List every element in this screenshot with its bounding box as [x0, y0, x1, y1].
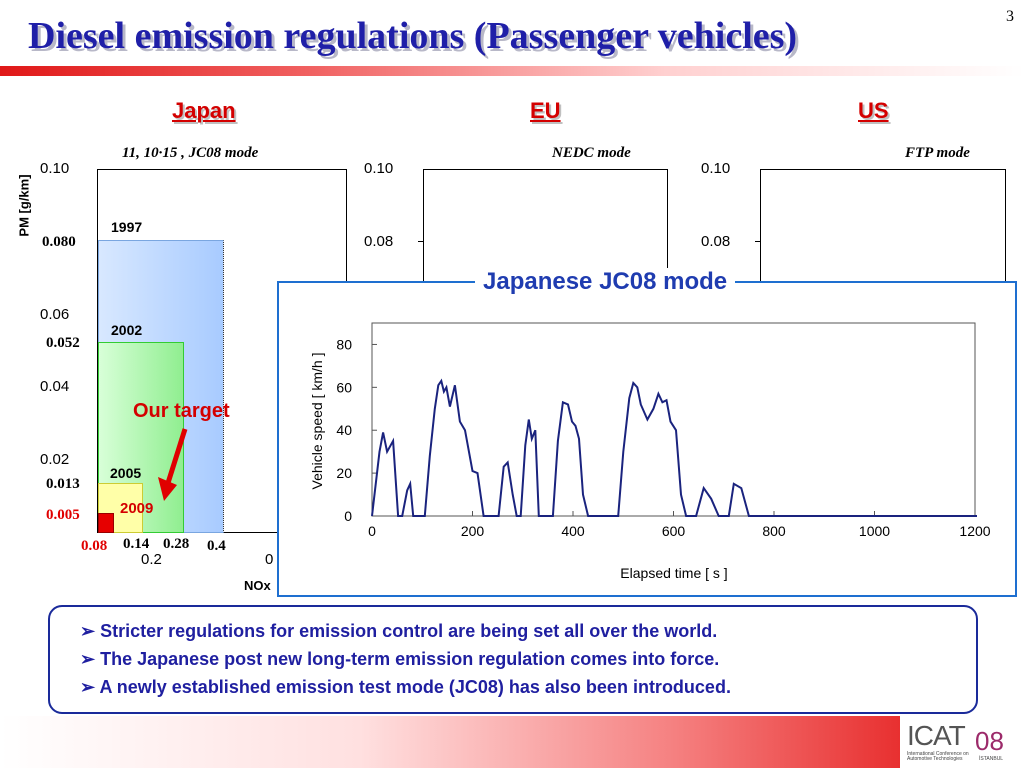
region-eu: EU — [530, 98, 561, 123]
japan-y-axis-label: PM [g/km] — [16, 174, 32, 237]
icat08-logo: ICAT 08 International Conference on Auto… — [905, 718, 1021, 764]
slide-title: Diesel emission regulations (Passenger v… — [28, 15, 798, 57]
jc08-x-tick-label: 200 — [461, 523, 485, 539]
jc08-y-tick-label: 80 — [336, 336, 352, 352]
jc08-speed-trace — [371, 378, 977, 517]
mode-us: FTP mode — [905, 145, 970, 161]
year-label-2005: 2005 — [110, 465, 142, 481]
page-number: 3 — [1006, 8, 1014, 25]
bullet-arrow-icon: ➢ — [80, 621, 96, 641]
bullet-text: The Japanese post new long-term emission… — [100, 649, 720, 669]
japan-x-tick: 0.2 — [141, 551, 162, 568]
japan-y-tick: 0.06 — [40, 306, 70, 323]
us-y-tick-mark — [755, 241, 761, 242]
japan-y-limit: 0.013 — [46, 476, 80, 492]
mode-japan: 11, 10·15 , JC08 mode — [122, 145, 259, 161]
japan-y-axis-label-wrap: PM [g/km] — [14, 158, 34, 258]
jc08-x-tick-label: 1200 — [959, 523, 990, 539]
bullet-item: ➢ A newly established emission test mode… — [80, 677, 731, 698]
title-underline-bar — [0, 66, 1024, 76]
jc08-x-axis-label: Elapsed time [ s ] — [620, 565, 727, 581]
bullet-item: ➢ Stricter regulations for emission cont… — [80, 621, 717, 642]
bullet-text: Stricter regulations for emission contro… — [100, 621, 718, 641]
japan-y-tick: 0.10 — [40, 160, 70, 177]
eu-y-tick-mark — [418, 241, 424, 242]
japan-x-axis-label: NOx — [244, 578, 271, 593]
jc08-x-tick-label: 600 — [662, 523, 686, 539]
bullet-arrow-icon: ➢ — [80, 649, 96, 669]
eu-y-tick: 0.08 — [364, 233, 394, 250]
jc08-x-tick-label: 0 — [368, 523, 376, 539]
japan-x-limit: 0.4 — [207, 538, 226, 554]
jc08-y-tick-label: 20 — [336, 465, 352, 481]
jc08-y-tick-label: 0 — [344, 508, 352, 524]
logo-city: İSTANBUL — [979, 756, 1004, 762]
japan-y-limit-red: 0.005 — [46, 507, 80, 523]
our-target-label: Our target — [133, 400, 230, 422]
year-label-2002: 2002 — [111, 322, 143, 338]
japan-y-tick: 0.02 — [40, 451, 70, 468]
us-plot-area — [760, 169, 1006, 282]
japan-y-tick: 0.04 — [40, 378, 70, 395]
region-us: US — [858, 98, 889, 123]
year-label-2009: 2009 — [120, 500, 154, 517]
japan-x-limit-red: 0.08 — [81, 538, 108, 554]
jc08-y-tick-label: 40 — [336, 422, 352, 438]
bullet-item: ➢ The Japanese post new long-term emissi… — [80, 649, 719, 670]
jc08-x-tick-label: 400 — [561, 523, 585, 539]
logo-text: ICAT — [907, 720, 966, 751]
eu-y-tick: 0.10 — [364, 160, 394, 177]
jc08-inset-title: Japanese JC08 mode — [475, 268, 736, 296]
us-y-tick: 0.10 — [701, 160, 731, 177]
bullet-arrow-icon: ➢ — [80, 677, 96, 697]
year-label-1997: 1997 — [111, 219, 143, 235]
jc08-plot-frame — [371, 322, 976, 517]
summary-box — [48, 605, 978, 714]
jc08-y-ticks: 80 60 40 20 0 — [336, 336, 377, 524]
our-target-arrow — [158, 428, 188, 501]
bullet-text: A newly established emission test mode (… — [99, 677, 731, 697]
logo-subtitle: International Conference on Automotive T… — [907, 751, 969, 762]
region-japan: Japan — [172, 98, 236, 123]
mode-eu: NEDC mode — [552, 145, 631, 161]
jc08-y-axis-label: Vehicle speed [ km/h ] — [309, 353, 325, 490]
footer-gradient-bar — [0, 716, 900, 768]
japan-y-limit: 0.052 — [46, 335, 80, 351]
japan-y-limit: 0.080 — [42, 234, 76, 250]
jc08-y-tick-label: 60 — [336, 379, 352, 395]
regulation-box-2009 — [98, 513, 114, 533]
us-y-tick: 0.08 — [701, 233, 731, 250]
japan-x-tick-partial: 0 — [265, 551, 274, 568]
eu-plot-area — [423, 169, 668, 282]
logo-suffix: 08 — [975, 726, 1004, 756]
jc08-x-ticks: 0 200 400 600 800 1000 1200 — [368, 511, 991, 539]
jc08-x-tick-label: 800 — [762, 523, 786, 539]
japan-x-limit: 0.14 — [123, 536, 150, 552]
jc08-x-tick-label: 1000 — [859, 523, 890, 539]
japan-x-limit: 0.28 — [163, 536, 190, 552]
